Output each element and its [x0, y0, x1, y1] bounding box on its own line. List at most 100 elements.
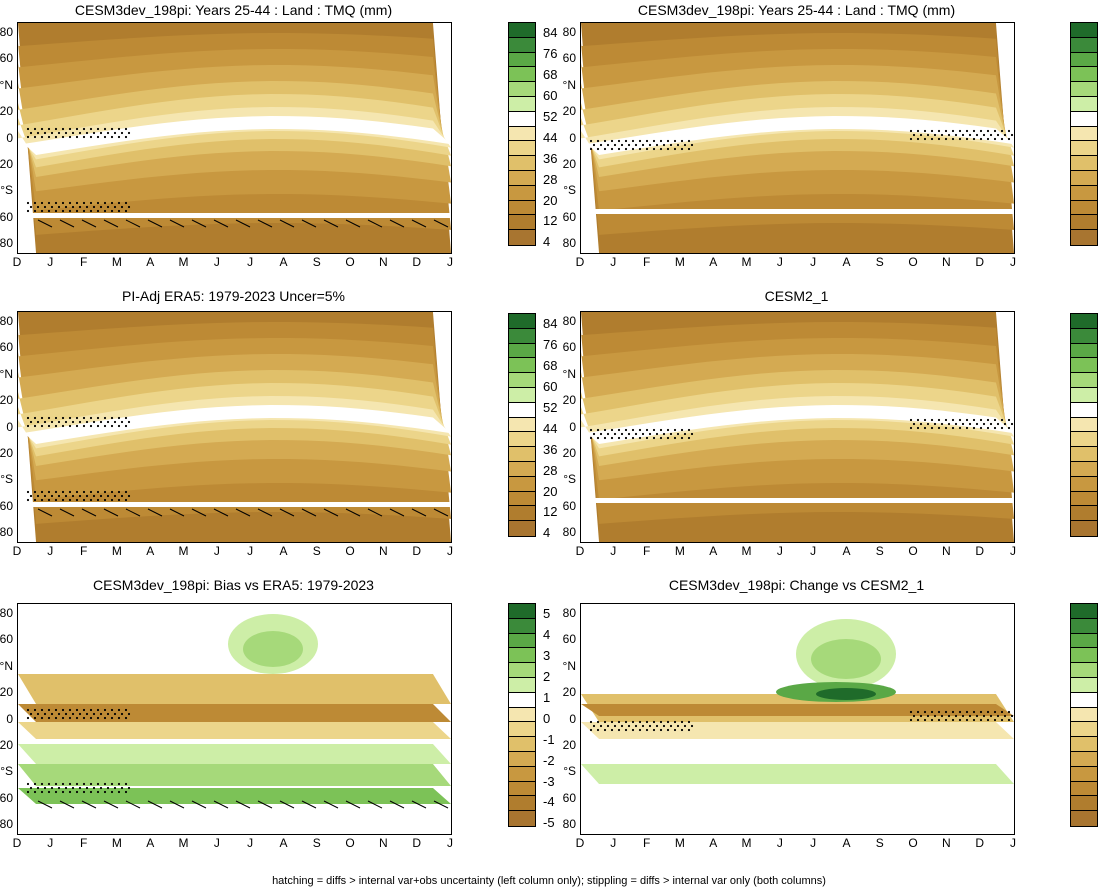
colorbar-label: 4	[543, 525, 551, 541]
stipple-dot	[631, 728, 635, 732]
stipple-dot	[631, 436, 635, 440]
hatch-mark	[169, 219, 185, 228]
stipple-dot	[592, 143, 596, 147]
x-tick-label: J	[776, 544, 783, 558]
x-tick-label: J	[213, 255, 220, 269]
stipple-dot	[916, 129, 920, 133]
stipple-dot	[127, 494, 131, 498]
stipple-dot	[75, 135, 79, 139]
anomaly-blob	[811, 639, 881, 679]
hatch-mark	[59, 219, 75, 228]
stipple-dot	[106, 205, 110, 209]
stipple-dot	[912, 133, 916, 137]
stipple-dot	[85, 712, 89, 716]
stipple-dot	[641, 724, 645, 728]
hatch-mark	[59, 800, 75, 809]
x-tick-label: D	[12, 255, 22, 269]
stipple-dot	[78, 712, 82, 716]
y-tick-label: 80	[0, 25, 13, 39]
stipple-dot	[40, 127, 44, 131]
stipple-dot	[1000, 426, 1004, 430]
y-tick-label: 60	[562, 632, 576, 647]
stipple-dot	[599, 143, 603, 147]
stipple-dot	[961, 133, 965, 137]
colorbar-label: 36	[543, 150, 558, 166]
hatch-mark	[323, 219, 339, 228]
y-tick-label: 80	[0, 606, 13, 620]
stipple-dot	[944, 137, 948, 141]
stipple-dot	[954, 133, 958, 137]
stipple-dot	[103, 127, 107, 131]
colorbar-cell	[1071, 170, 1097, 186]
stipple-dot	[68, 424, 72, 428]
colorbar-cell	[509, 432, 535, 448]
stipple-dot	[1010, 714, 1014, 718]
stipple-dot	[99, 131, 103, 135]
stipple-dot	[26, 790, 30, 794]
hatch-mark	[213, 508, 229, 517]
y-tick-label: 0	[569, 711, 576, 726]
hatch-mark	[257, 508, 273, 517]
stipple-dot	[624, 139, 628, 143]
hatch-mark	[389, 219, 405, 228]
stipple-dot	[1007, 137, 1011, 141]
x-tick-label: J	[447, 836, 453, 850]
contour-band	[581, 405, 1014, 445]
stipple-dot	[103, 708, 107, 712]
stipple-dot	[613, 724, 617, 728]
stipple-dot	[71, 786, 75, 790]
stipple-dot	[68, 201, 72, 205]
stipple-dot	[33, 127, 37, 131]
stipple-dot	[1000, 718, 1004, 722]
stipple-dot	[1007, 710, 1011, 714]
stipple-dot	[36, 420, 40, 424]
stipple-dot	[624, 720, 628, 724]
stipple-dot	[124, 490, 128, 494]
colorbar-cell	[1071, 111, 1097, 127]
colorbar-cell	[1071, 52, 1097, 68]
stipple-dot	[631, 428, 635, 432]
stipple-dot	[85, 205, 89, 209]
stipple-dot	[89, 790, 93, 794]
stipple-dot	[596, 728, 600, 732]
y-tick-label: 80	[562, 606, 576, 620]
stipple-dot	[54, 201, 58, 205]
colorbar-cell	[509, 796, 535, 812]
stipple-dot	[33, 135, 37, 139]
stipple-dot	[29, 494, 33, 498]
y-tick-label: °S	[0, 764, 13, 779]
stipple-dot	[124, 201, 128, 205]
stipple-dot	[75, 716, 79, 720]
colorbar-cell	[509, 766, 535, 782]
colorbar-cell	[509, 604, 535, 619]
y-tick-label: 60	[0, 790, 13, 805]
panel-title: PI-Adj ERA5: 1979-2023 Uncer=5%	[122, 288, 345, 304]
hatch-mark	[103, 219, 119, 228]
y-tick-label: 0	[6, 711, 13, 726]
stipple-dot	[986, 710, 990, 714]
stipple-dot	[82, 416, 86, 420]
stipple-dot	[680, 428, 684, 432]
stipple-dot	[986, 426, 990, 430]
stipple-dot	[82, 490, 86, 494]
hatch-mark	[301, 800, 317, 809]
x-tick-label: F	[642, 255, 651, 269]
x-tick-label: S	[312, 255, 321, 269]
stipple-dot	[33, 790, 37, 794]
stipple-dot	[120, 712, 124, 716]
stipple-dot	[676, 432, 680, 436]
stipple-dot	[89, 201, 93, 205]
stipple-dot	[92, 131, 96, 135]
stipple-dot	[1000, 710, 1004, 714]
hatch-mark	[411, 800, 427, 809]
colorbar-cell	[1071, 796, 1097, 812]
colorbar-label: 2	[543, 668, 551, 684]
stipple-dot	[662, 432, 666, 436]
x-tick-label: M	[111, 255, 122, 269]
x-tick-label: D	[412, 255, 422, 269]
stipple-dot	[47, 716, 51, 720]
stipple-dot	[993, 418, 997, 422]
stipple-dot	[113, 420, 117, 424]
stipple-dot	[1000, 137, 1004, 141]
x-tick-label: A	[279, 255, 288, 269]
